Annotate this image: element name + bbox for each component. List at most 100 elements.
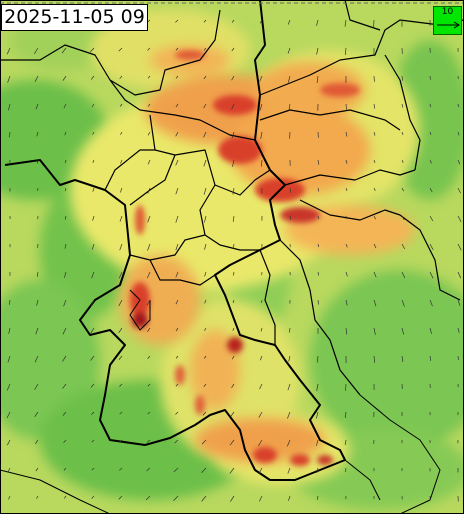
wind-vector-arrow-icon [8, 327, 11, 334]
wind-vector-arrow-icon [62, 327, 67, 335]
wind-vector-arrow-icon [35, 467, 39, 472]
region-line-5 [129, 154, 176, 206]
wind-vector-arrow-icon [345, 187, 348, 192]
field-red-cores [130, 50, 360, 466]
wind-vector-arrow-icon [175, 131, 179, 137]
wind-vector-arrow-icon [62, 75, 67, 81]
wind-vector-arrow-icon [201, 495, 207, 502]
wind-vector-arrow-icon [457, 271, 462, 279]
wind-vector-arrow-icon [90, 383, 95, 388]
wind-vector-arrow-icon [317, 159, 320, 165]
wind-vector-arrow-icon [429, 215, 434, 222]
region-line-12 [299, 199, 461, 301]
wind-vector-arrow-icon [203, 187, 207, 195]
wind-vector-arrow-icon [287, 411, 291, 419]
wind-vector-arrow-icon [316, 383, 319, 391]
wind-vector-arrow-icon [345, 103, 347, 110]
wind-vector-arrow-icon [316, 47, 319, 55]
wind-vector-arrow-icon [119, 103, 123, 107]
wind-vector-arrow-icon [344, 47, 347, 56]
wind-vector-arrow-icon [175, 355, 179, 359]
region-line-1 [0, 9, 221, 96]
wind-vector-arrow-icon [457, 131, 460, 136]
wind-vector-arrow-icon [316, 355, 319, 363]
wind-vector-arrow-icon [345, 159, 348, 164]
wind-vector-arrow-icon [147, 383, 151, 387]
wind-vector-arrow-icon [401, 187, 405, 192]
wind-vector-arrow-icon [34, 411, 39, 417]
wind-vector-arrow-icon [316, 19, 319, 26]
wind-vector-arrow-icon [6, 383, 11, 391]
wind-vector-arrow-icon [204, 299, 207, 304]
wind-vector-arrow-icon [90, 355, 95, 361]
wind-vector-arrow-icon [344, 411, 347, 419]
wind-vector-arrow-icon [35, 327, 39, 335]
wind-vector-arrow-icon [261, 299, 263, 304]
wind-vector-arrow-icon [175, 215, 179, 223]
wind-vector-arrow-icon [401, 299, 405, 307]
wind-vector-arrow-icon [373, 131, 376, 136]
wind-vector-arrow-icon [119, 383, 123, 387]
wind-vector-arrow-icon [232, 299, 235, 304]
region-line-19 [344, 459, 381, 501]
wind-vector-arrow-icon [344, 439, 347, 445]
wind-vector-arrow-icon [147, 159, 151, 165]
wind-vector-arrow-icon [288, 495, 291, 501]
wind-vector-arrow-icon [260, 327, 263, 332]
wind-vector-arrow-icon [175, 271, 179, 278]
region-line-2 [109, 79, 256, 141]
wind-vector-arrow-icon [401, 243, 406, 250]
wind-vector-arrow-icon [147, 131, 151, 136]
wind-vector-arrow-icon [401, 103, 404, 108]
wind-vector-arrow-icon [147, 355, 151, 360]
wind-vector-arrow-icon [287, 467, 291, 474]
wind-vector-arrow-icon [401, 215, 405, 221]
wind-vector-arrow-icon [175, 159, 179, 166]
wind-vector-arrow-icon [92, 131, 95, 135]
wind-vector-arrow-icon [204, 243, 207, 250]
wind-vector-arrow-icon [118, 271, 123, 279]
wind-vector-arrow-icon [7, 75, 11, 83]
wind-vector-arrow-icon [8, 495, 11, 500]
wind-vector-arrow-icon [119, 187, 123, 193]
wind-vector-arrow-icon [345, 327, 348, 335]
wind-vector-arrow-icon [287, 75, 291, 83]
wind-vector-arrow-icon [62, 411, 67, 416]
wind-vector-arrow-icon [147, 215, 151, 223]
wind-vector-arrow-icon [91, 467, 95, 471]
wind-vector-arrow-icon [315, 411, 319, 419]
wind-vector-arrow-icon [91, 103, 95, 108]
wind-vector-arrow-icon [345, 243, 348, 248]
wind-vector-arrow-icon [373, 299, 377, 307]
wind-vector-arrow-icon [373, 243, 377, 249]
wind-vector-arrow-icon [145, 495, 151, 501]
wind-vector-arrow-icon [61, 47, 67, 54]
wind-vector-arrow-icon [119, 215, 123, 222]
wind-vector-arrow-icon [231, 131, 235, 139]
wind-vector-arrow-icon [373, 355, 376, 363]
wind-vector-arrow-icon [35, 439, 39, 445]
wind-vector-arrow-icon [92, 187, 95, 192]
wind-vector-arrow-icon [258, 411, 263, 418]
wind-legend: 10 [433, 6, 462, 35]
legend-value: 10 [441, 7, 454, 17]
wind-vector-arrow-icon [147, 327, 151, 333]
wind-vector-arrow-icon [317, 215, 320, 220]
wind-vector-arrow-icon [37, 159, 39, 164]
wind-vector-arrow-icon [175, 243, 179, 251]
wind-vector-arrow-icon [9, 299, 11, 305]
wind-vector-arrow-icon [230, 411, 235, 417]
wind-vector-arrow-icon [401, 271, 406, 279]
wind-vector-arrow-icon [204, 215, 207, 223]
wind-vector-arrow-icon [64, 187, 67, 192]
wind-vector-arrow-icon [90, 327, 95, 334]
wind-vector-arrow-icon [401, 75, 403, 81]
wind-vector-arrow-icon [289, 327, 291, 333]
wind-vector-arrow-icon [429, 187, 433, 193]
wind-vector-arrow-icon [259, 47, 263, 53]
wind-vector-arrow-icon [287, 383, 291, 391]
wind-vector-arrow-icon [63, 103, 67, 109]
region-line-4 [104, 149, 155, 191]
region-line-16 [344, 0, 381, 31]
wind-vector-arrow-icon [232, 159, 235, 167]
